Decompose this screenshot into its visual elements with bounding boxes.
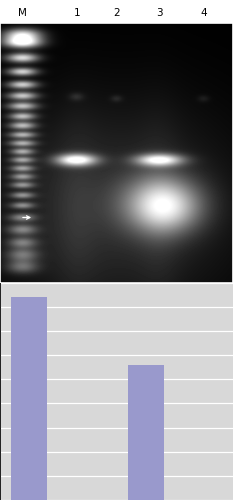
Bar: [10, 297, 47, 500]
Text: 4: 4: [201, 8, 207, 18]
Text: 2: 2: [113, 8, 120, 18]
Text: 1: 1: [74, 8, 80, 18]
Bar: [128, 364, 164, 500]
Text: 3: 3: [156, 8, 163, 18]
Text: M: M: [18, 8, 27, 18]
